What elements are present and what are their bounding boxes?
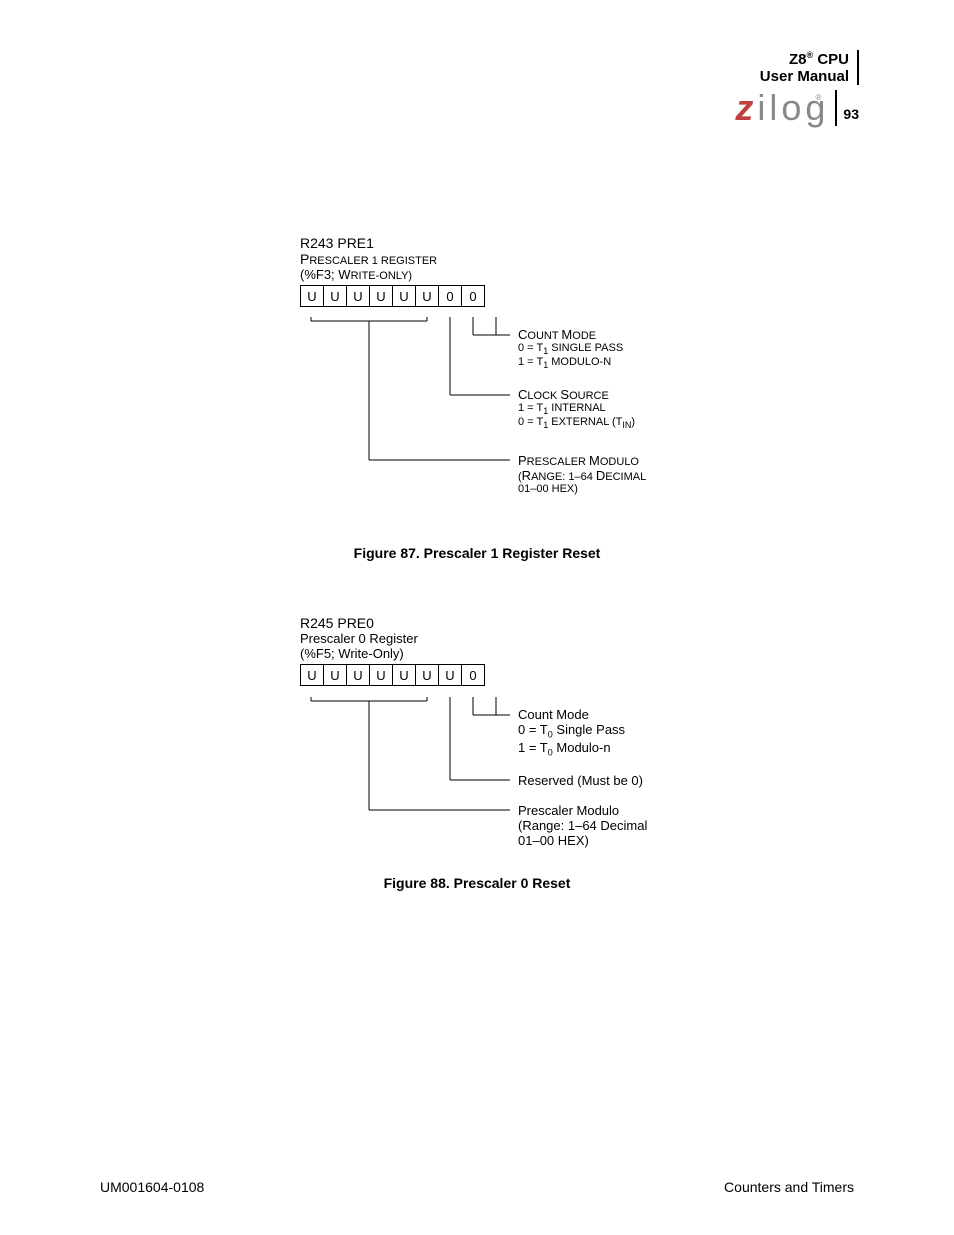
bit-cell: U: [369, 285, 393, 307]
bit-cell: U: [369, 664, 393, 686]
fig87-countmode: CCOUNT MODEOUNT MODE 0 = T1 SINGLE PASS …: [518, 327, 623, 370]
page: Z8® CPU User Manual zilog® 93 R243 PRE1 …: [0, 0, 954, 1235]
bit-cell: U: [392, 664, 416, 686]
bit-cell: 0: [461, 664, 485, 686]
bit-cell: U: [392, 285, 416, 307]
logo-row: zilog® 93: [735, 90, 859, 126]
fig88-prescaler: Prescaler Modulo (Range: 1–64 Decimal 01…: [518, 803, 647, 848]
user-manual: User Manual: [760, 68, 849, 85]
bit-cell: U: [346, 285, 370, 307]
bit-cell: U: [415, 285, 439, 307]
fig88-countmode: Count Mode 0 = T0 Single Pass 1 = T0 Mod…: [518, 707, 625, 757]
figure-87: R243 PRE1 PRESCALER 1 REGISTER (%F3; WRI…: [300, 235, 700, 535]
figure-88: R245 PRE0 Prescaler 0 Register (%F5; Wri…: [300, 615, 700, 875]
fig87-sub1: PRESCALER 1 REGISTER: [300, 251, 700, 267]
bit-cell: U: [415, 664, 439, 686]
fig87-caption: Figure 87. Prescaler 1 Register Reset: [0, 545, 954, 561]
fig87-bits: UUUUUU00: [300, 285, 700, 307]
fig87-prescaler: PRESCALER MODULO (RANGE: 1–64 DECIMAL 01…: [518, 453, 646, 495]
bit-cell: U: [323, 664, 347, 686]
fig88-reserved: Reserved (Must be 0): [518, 773, 643, 788]
bit-cell: U: [300, 664, 324, 686]
fig88-sub2: (%F5; Write-Only): [300, 646, 700, 661]
logo-z: z: [735, 87, 757, 128]
fig88-bits: UUUUUUU0: [300, 664, 700, 686]
footer-left: UM001604-0108: [100, 1179, 204, 1195]
zilog-logo: zilog®: [735, 90, 837, 126]
fig87-clocksource: CLOCK SOURCE 1 = T1 INTERNAL 0 = T1 EXTE…: [518, 387, 635, 430]
header-titles: Z8® CPU User Manual: [760, 50, 859, 85]
bit-cell: 0: [438, 285, 462, 307]
bit-cell: U: [323, 285, 347, 307]
bit-cell: U: [346, 664, 370, 686]
bit-cell: 0: [461, 285, 485, 307]
logo-reg: ®: [816, 94, 826, 102]
bit-cell: U: [300, 285, 324, 307]
page-footer: UM001604-0108 Counters and Timers: [100, 1179, 854, 1195]
cpu-post: CPU: [813, 51, 849, 68]
fig87-title: R243 PRE1: [300, 235, 700, 251]
fig88-caption: Figure 88. Prescaler 0 Reset: [0, 875, 954, 891]
fig88-title: R245 PRE0: [300, 615, 700, 631]
page-number: 93: [843, 106, 859, 126]
bit-cell: U: [438, 664, 462, 686]
cpu-pre: Z8: [789, 51, 807, 68]
page-header: Z8® CPU User Manual zilog® 93: [735, 50, 859, 126]
fig87-sub2: (%F3; WRITE-ONLY): [300, 267, 700, 282]
cpu-title: Z8® CPU: [760, 50, 849, 68]
footer-right: Counters and Timers: [724, 1179, 854, 1195]
fig88-sub1: Prescaler 0 Register: [300, 631, 700, 646]
